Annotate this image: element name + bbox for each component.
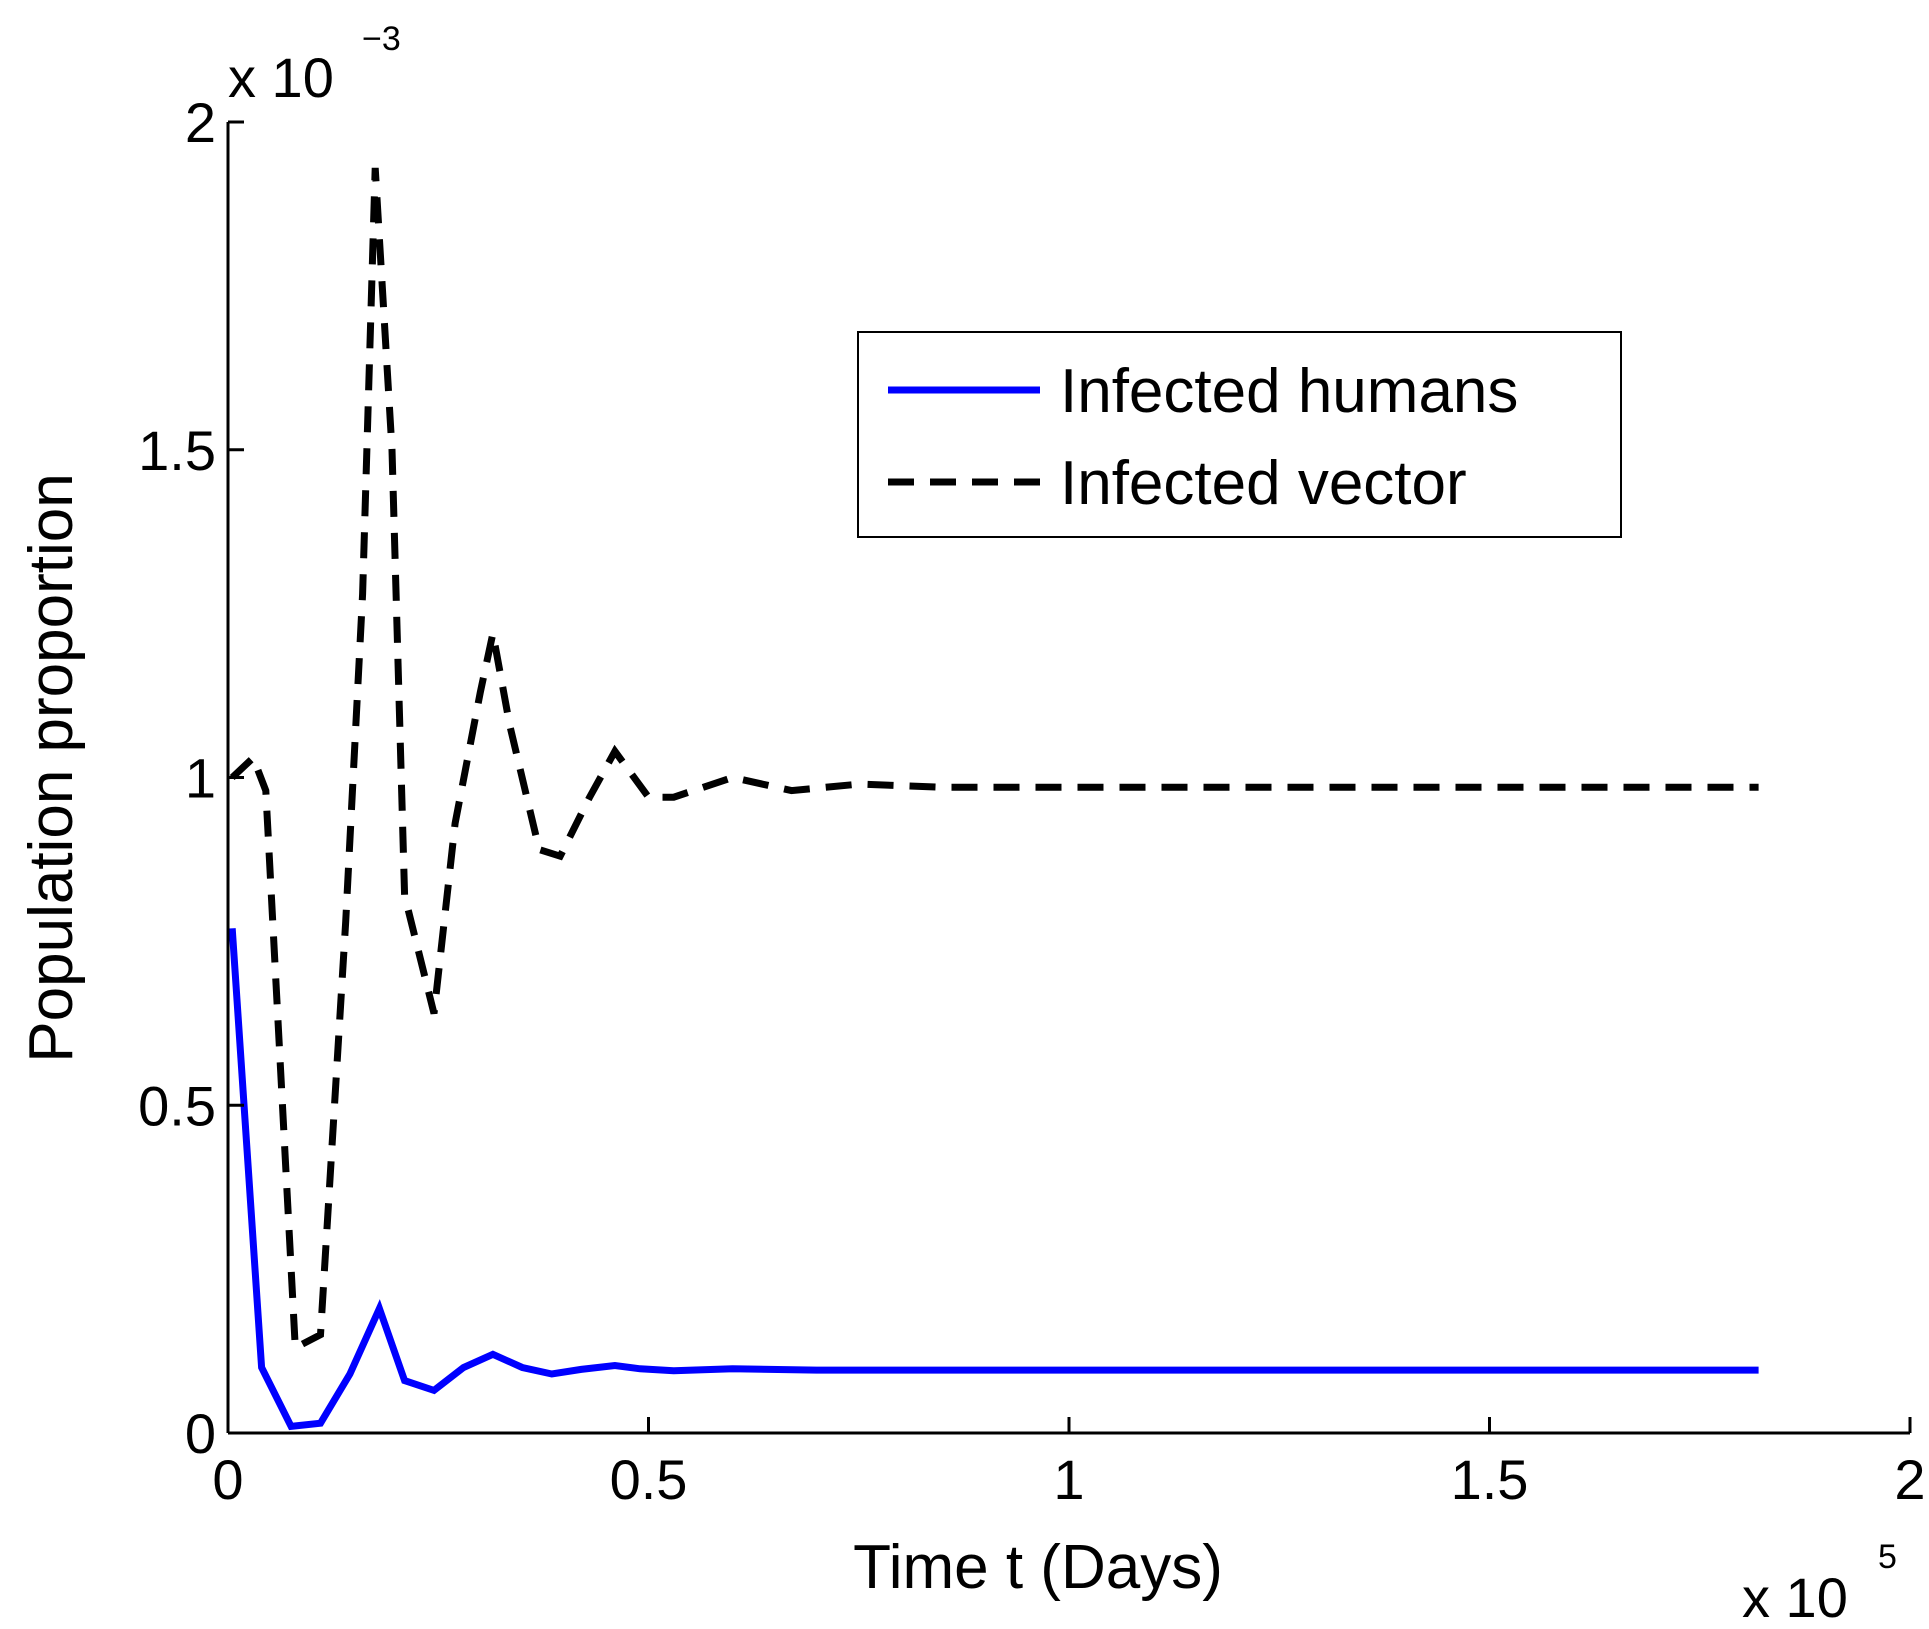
x-tick-label: 2 [1894, 1448, 1925, 1511]
y-tick-label: 0 [185, 1402, 216, 1465]
y-tick-label: 1.5 [138, 419, 216, 482]
y-multiplier-exponent: −3 [362, 20, 401, 58]
x-ticks: 0 0.5 1 1.5 2 [212, 1417, 1926, 1511]
legend-box [857, 331, 1622, 538]
y-ticks: 0 0.5 1 1.5 2 [138, 91, 244, 1465]
y-tick-label: 2 [185, 91, 216, 154]
series-line-infected-humans [228, 928, 1759, 1431]
y-tick-label: 0.5 [138, 1074, 216, 1137]
series-line-infected-vector [229, 167, 1759, 1354]
y-axis-multiplier: x 10 −3 [228, 20, 401, 109]
x-multiplier-exponent: 5 [1878, 1538, 1897, 1576]
plot-area [228, 167, 1759, 1431]
axes: 0 0.5 1 1.5 2 0 0.5 1 1.5 2 [138, 91, 1925, 1511]
x-tick-label: 1.5 [1451, 1448, 1529, 1511]
y-axis-title: Population proportion [17, 473, 86, 1062]
y-tick-label: 1 [185, 747, 216, 810]
legend-label-infected-vector: Infected vector [1060, 449, 1467, 518]
x-axis-title: Time t (Days) [853, 1533, 1223, 1602]
x-tick-label: 1 [1053, 1448, 1084, 1511]
x-multiplier-base: x 10 [1742, 1566, 1848, 1629]
legend-label-infected-humans: Infected humans [1060, 357, 1518, 426]
legend: Infected humans Infected vector [857, 331, 1622, 538]
y-multiplier-base: x 10 [228, 46, 334, 109]
x-tick-label: 0.5 [610, 1448, 688, 1511]
x-tick-label: 0 [212, 1448, 243, 1511]
x-axis-multiplier: x 10 5 [1742, 1538, 1897, 1629]
